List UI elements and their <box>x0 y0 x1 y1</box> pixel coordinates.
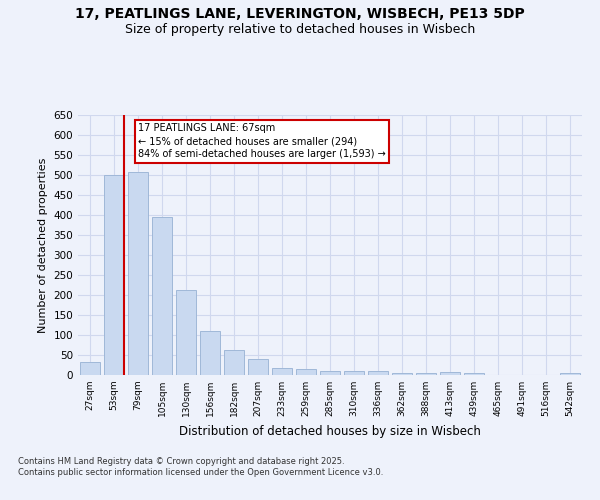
Bar <box>200 331 220 375</box>
Bar <box>104 175 124 375</box>
Bar <box>224 350 244 375</box>
Bar <box>80 362 100 375</box>
Bar <box>128 172 148 375</box>
Bar <box>152 216 172 375</box>
Bar <box>320 371 340 375</box>
Y-axis label: Number of detached properties: Number of detached properties <box>38 158 48 332</box>
Bar <box>416 374 436 375</box>
Bar <box>296 369 316 375</box>
Bar <box>560 373 580 375</box>
Text: Size of property relative to detached houses in Wisbech: Size of property relative to detached ho… <box>125 22 475 36</box>
Bar <box>368 371 388 375</box>
Bar <box>464 374 484 375</box>
Bar <box>176 290 196 375</box>
Bar <box>272 368 292 375</box>
Text: 17, PEATLINGS LANE, LEVERINGTON, WISBECH, PE13 5DP: 17, PEATLINGS LANE, LEVERINGTON, WISBECH… <box>75 8 525 22</box>
Bar <box>392 374 412 375</box>
Text: 17 PEATLINGS LANE: 67sqm
← 15% of detached houses are smaller (294)
84% of semi-: 17 PEATLINGS LANE: 67sqm ← 15% of detach… <box>138 123 386 160</box>
X-axis label: Distribution of detached houses by size in Wisbech: Distribution of detached houses by size … <box>179 424 481 438</box>
Bar <box>440 372 460 375</box>
Text: Contains HM Land Registry data © Crown copyright and database right 2025.
Contai: Contains HM Land Registry data © Crown c… <box>18 458 383 477</box>
Bar <box>248 359 268 375</box>
Bar <box>344 371 364 375</box>
